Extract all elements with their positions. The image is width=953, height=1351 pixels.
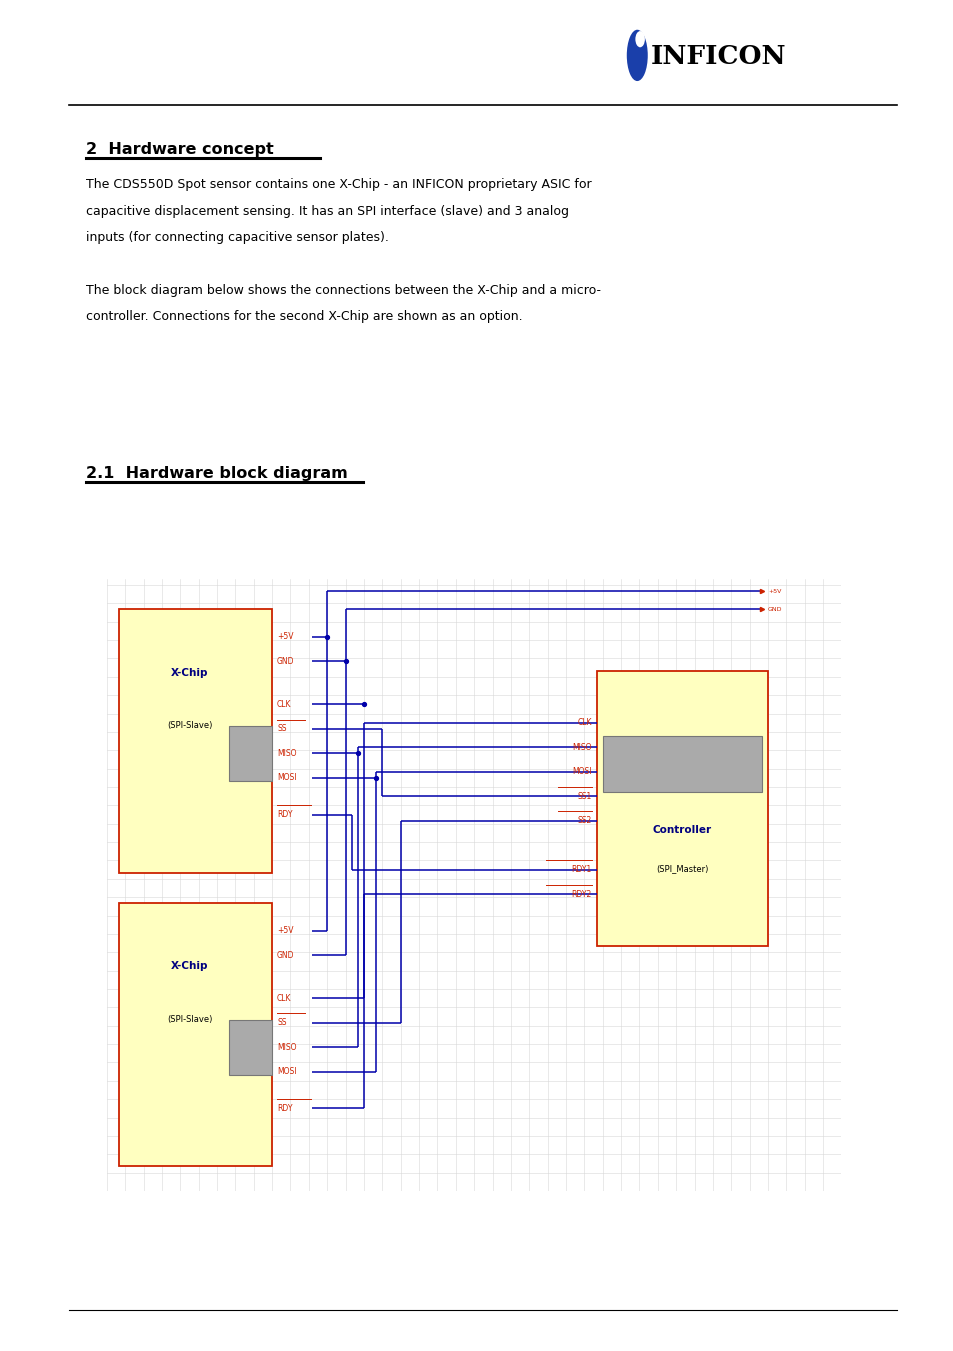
- Text: SS2: SS2: [577, 816, 591, 825]
- Text: CLK: CLK: [276, 993, 292, 1002]
- Bar: [229, 727, 272, 781]
- Text: RDY2: RDY2: [571, 889, 591, 898]
- Text: MOSI: MOSI: [276, 773, 296, 782]
- Text: The block diagram below shows the connections between the X-Chip and a micro-: The block diagram below shows the connec…: [86, 284, 600, 297]
- Text: MISO: MISO: [572, 743, 591, 751]
- Text: (SPI-Slave): (SPI-Slave): [167, 720, 212, 730]
- Text: CLK: CLK: [577, 719, 591, 727]
- Text: 2.1  Hardware block diagram: 2.1 Hardware block diagram: [86, 466, 347, 481]
- Text: (SPI_Master): (SPI_Master): [656, 865, 708, 874]
- Text: MISO: MISO: [276, 748, 296, 758]
- Text: MOSI: MOSI: [276, 1067, 296, 1077]
- Bar: [229, 1020, 272, 1075]
- Text: X-Chip: X-Chip: [171, 667, 208, 678]
- Text: capacitive displacement sensing. It has an SPI interface (slave) and 3 analog: capacitive displacement sensing. It has …: [86, 205, 568, 218]
- Bar: [119, 609, 272, 873]
- Bar: [596, 670, 767, 946]
- Text: inputs (for connecting capacitive sensor plates).: inputs (for connecting capacitive sensor…: [86, 231, 388, 245]
- Bar: [602, 736, 761, 792]
- Text: Controller: Controller: [652, 825, 711, 835]
- Text: controller. Connections for the second X-Chip are shown as an option.: controller. Connections for the second X…: [86, 311, 522, 323]
- Ellipse shape: [635, 31, 644, 47]
- Text: MOSI: MOSI: [572, 767, 591, 777]
- Text: GND: GND: [276, 951, 294, 959]
- Text: SS1: SS1: [577, 792, 591, 801]
- Text: +5V: +5V: [276, 632, 294, 642]
- Text: RDY: RDY: [276, 811, 293, 819]
- Ellipse shape: [626, 30, 647, 81]
- Text: +5V: +5V: [276, 927, 294, 935]
- Text: (SPI-Slave): (SPI-Slave): [167, 1015, 212, 1024]
- Text: GND: GND: [276, 657, 294, 666]
- Text: SS: SS: [276, 724, 286, 734]
- Text: MISO: MISO: [276, 1043, 296, 1051]
- Text: GND: GND: [767, 607, 781, 612]
- Text: 2  Hardware concept: 2 Hardware concept: [86, 142, 274, 157]
- Text: SS: SS: [276, 1019, 286, 1027]
- Text: RDY1: RDY1: [571, 865, 591, 874]
- Text: +5V: +5V: [767, 589, 781, 593]
- Text: CLK: CLK: [276, 700, 292, 709]
- Text: The CDS550D Spot sensor contains one X-Chip - an INFICON proprietary ASIC for: The CDS550D Spot sensor contains one X-C…: [86, 178, 591, 192]
- Text: X-Chip: X-Chip: [171, 962, 208, 971]
- Text: INFICON: INFICON: [650, 45, 785, 69]
- Text: RDY: RDY: [276, 1104, 293, 1113]
- Bar: [119, 904, 272, 1166]
